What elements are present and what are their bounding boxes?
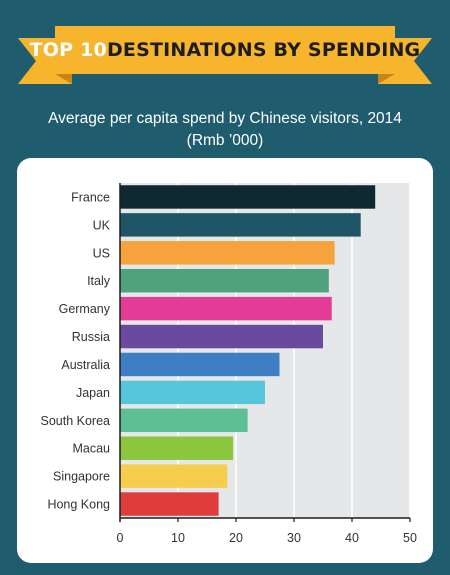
ribbon-left-fold (55, 74, 72, 84)
chart-subtitle-line1: Average per capita spend by Chinese visi… (48, 110, 402, 127)
category-label: Hong Kong (47, 498, 110, 512)
category-label: Australia (61, 358, 110, 372)
chart-subtitle-line2: (Rmb ’000) (186, 132, 264, 149)
chart-subtitle: Average per capita spend by Chinese visi… (0, 108, 450, 152)
x-tick-label: 30 (287, 531, 301, 545)
plot-area (120, 183, 410, 518)
category-label: Germany (59, 302, 111, 316)
bar-germany (120, 296, 332, 321)
page-title-highlight: TOP 10 (29, 39, 107, 61)
page-title: TOP 10 DESTINATIONS BY SPENDING (30, 26, 421, 74)
x-tick-label: 40 (345, 531, 359, 545)
x-tick-label: 0 (117, 531, 124, 545)
category-label: US (93, 246, 110, 260)
category-label: UK (93, 218, 111, 232)
bar-uk (120, 213, 361, 237)
category-label: Singapore (53, 470, 110, 484)
page-title-main: DESTINATIONS BY SPENDING (106, 39, 421, 61)
title-ribbon (18, 26, 432, 84)
bar-macau (120, 436, 234, 460)
category-label: South Korea (41, 414, 111, 428)
x-tick-label: 50 (403, 531, 417, 545)
category-label: Macau (72, 442, 110, 456)
x-tick-label: 20 (229, 531, 243, 545)
bar-japan (120, 380, 265, 405)
bar-russia (120, 324, 323, 349)
bar-australia (120, 352, 280, 377)
x-tick-label: 10 (171, 531, 185, 545)
bar-us (120, 241, 335, 265)
bar-italy (120, 268, 329, 293)
bar-singapore (120, 464, 228, 488)
ribbon-right-fold (378, 74, 395, 84)
category-label: Italy (87, 274, 111, 288)
bar-france (120, 185, 376, 209)
category-label: Japan (76, 386, 110, 400)
bar-hong-kong (120, 492, 219, 516)
bar-south-korea (120, 408, 248, 433)
category-label: Russia (72, 330, 110, 344)
category-label: France (71, 190, 110, 204)
bar-chart: France UK US Italy Germany Russia Australia Jap… (41, 183, 417, 545)
ribbon-main (55, 26, 395, 74)
